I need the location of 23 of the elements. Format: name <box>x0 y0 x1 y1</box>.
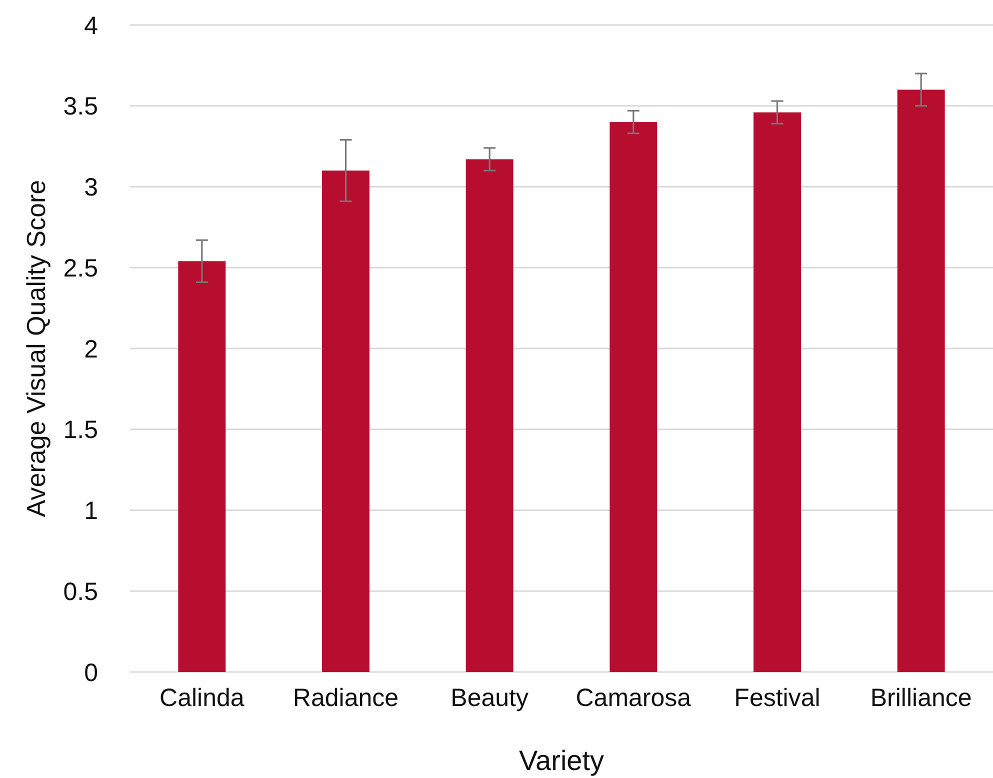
y-tick-label: 4 <box>84 12 98 40</box>
x-tick-label: Brilliance <box>870 684 972 712</box>
y-tick-label: 1 <box>84 497 98 525</box>
x-tick-label: Camarosa <box>576 684 692 712</box>
bar <box>466 159 514 672</box>
y-tick-label: 0.5 <box>63 578 98 606</box>
y-tick-label: 2 <box>84 335 98 364</box>
y-tick-label: 0 <box>84 658 98 687</box>
bar <box>897 90 945 672</box>
y-tick-label: 3.5 <box>63 92 98 121</box>
y-tick-label: 1.5 <box>63 416 98 444</box>
x-tick-label: Festival <box>734 684 820 712</box>
y-tick-label: 3 <box>84 174 98 202</box>
bar <box>178 261 226 672</box>
x-tick-label: Radiance <box>292 684 399 712</box>
x-axis-title: Variety <box>518 745 604 776</box>
x-tick-label: Beauty <box>450 684 529 712</box>
bar <box>754 112 801 672</box>
bar <box>610 122 658 672</box>
y-tick-label: 2.5 <box>63 254 98 282</box>
x-tick-label: Calinda <box>160 684 244 712</box>
y-axis-title: Average Visual Quality Score <box>21 180 51 518</box>
bar <box>322 170 370 672</box>
